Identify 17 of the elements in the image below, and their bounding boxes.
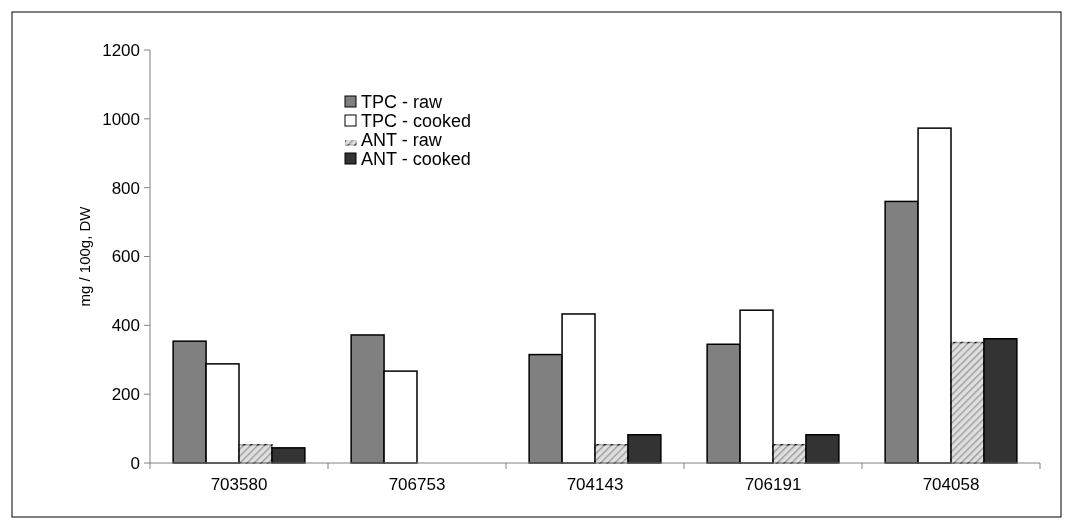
x-tick-label: 706191	[744, 475, 802, 494]
y-tick-label: 600	[111, 247, 140, 267]
x-tick-label: 704143	[566, 475, 624, 494]
y-tick-label: 0	[130, 453, 140, 473]
y-tick-label: 800	[111, 178, 140, 198]
y-tick-label: 200	[111, 385, 140, 405]
y-axis-title: mg / 100g, DW	[76, 205, 93, 307]
legend-label: ANT - raw	[361, 130, 443, 151]
legend-label: TPC - raw	[361, 92, 443, 113]
x-tick-label: 706753	[388, 475, 446, 494]
x-tick-label: 703580	[210, 475, 268, 494]
y-tick-label: 400	[111, 316, 140, 336]
y-tick-label: 1200	[102, 40, 140, 60]
legend-label: TPC - cooked	[361, 111, 472, 132]
y-tick-label: 1000	[102, 109, 140, 129]
x-tick-label: 704058	[922, 475, 980, 494]
legend-label: ANT - cooked	[361, 149, 471, 170]
